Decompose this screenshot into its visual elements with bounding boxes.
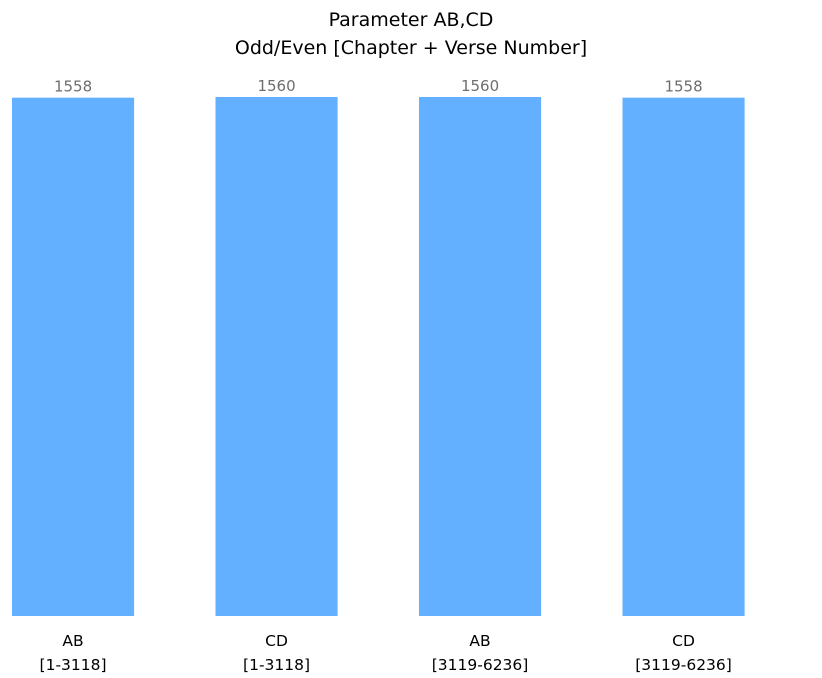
x-tick-range-2: [1-3118]: [243, 656, 310, 674]
bar-1: [12, 97, 135, 616]
x-tick-label-1: AB: [62, 632, 83, 650]
x-tick-label-2: CD: [265, 632, 288, 650]
value-label-3: 1560: [461, 77, 499, 95]
x-tick-label-4: CD: [672, 632, 695, 650]
x-tick-range-3: [3119-6236]: [432, 656, 529, 674]
chart-title: Parameter AB,CD: [328, 9, 494, 31]
x-tick-range-4: [3119-6236]: [635, 656, 732, 674]
value-label-4: 1558: [664, 78, 702, 96]
chart-subtitle: Odd/Even [Chapter + Verse Number]: [234, 37, 588, 59]
value-label-2: 1560: [257, 77, 295, 95]
x-tick-label-3: AB: [469, 632, 490, 650]
x-tick-range-1: [1-3118]: [40, 656, 107, 674]
bar-2: [215, 97, 338, 616]
value-label-1: 1558: [54, 78, 92, 96]
bar-4: [622, 97, 745, 616]
bar-3: [419, 97, 542, 616]
